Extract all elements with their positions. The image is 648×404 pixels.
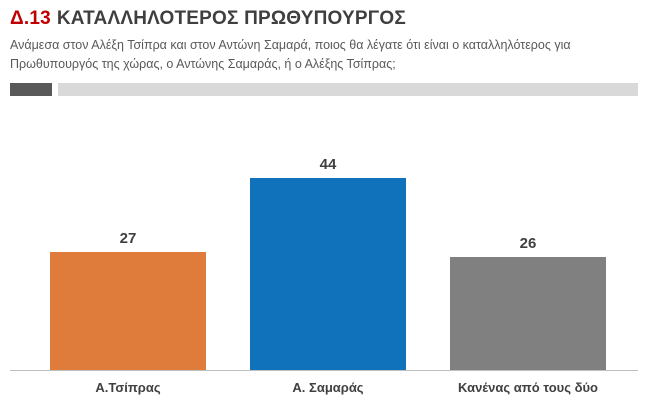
divider-light-segment [58, 82, 638, 96]
title-text: ΚΑΤΑΛΛΗΛΟΤΕΡΟΣ ΠΡΩΘΥΠΟΥΡΓΟΣ [56, 8, 406, 29]
category-label: Α. Σαμαράς [292, 380, 364, 395]
bar-2 [250, 178, 406, 370]
divider [10, 82, 638, 96]
category-label: Κανένας από τους δύο [458, 380, 598, 395]
bar-value-label: 26 [519, 235, 537, 252]
bar-column: 26 [450, 235, 606, 370]
chart-category-axis: Α.Τσίπρας Α. Σαμαράς Κανένας από τους δύο [10, 370, 638, 404]
page-title: Δ.13 ΚΑΤΑΛΛΗΛΟΤΕΡΟΣ ΠΡΩΘΥΠΟΥΡΓΟΣ [0, 0, 648, 30]
bar-1 [50, 252, 206, 370]
bar-chart: 27 44 26 Α.Τσίπρας Α. Σαμαράς Κανένας από το… [10, 124, 638, 404]
bar-column: 44 [250, 156, 406, 370]
question-code: Δ.13 [10, 8, 51, 29]
category-label: Α.Τσίπρας [95, 380, 161, 395]
bar-column: 27 [50, 230, 206, 370]
chart-plot-area: 27 44 26 [10, 124, 638, 370]
divider-dark-segment [10, 82, 52, 96]
question-text: Ανάμεσα στον Αλέξη Τσίπρα και στον Αντών… [10, 38, 571, 71]
bar-value-label: 27 [119, 230, 137, 247]
bar-value-label: 44 [319, 156, 337, 173]
bar-3 [450, 257, 606, 370]
